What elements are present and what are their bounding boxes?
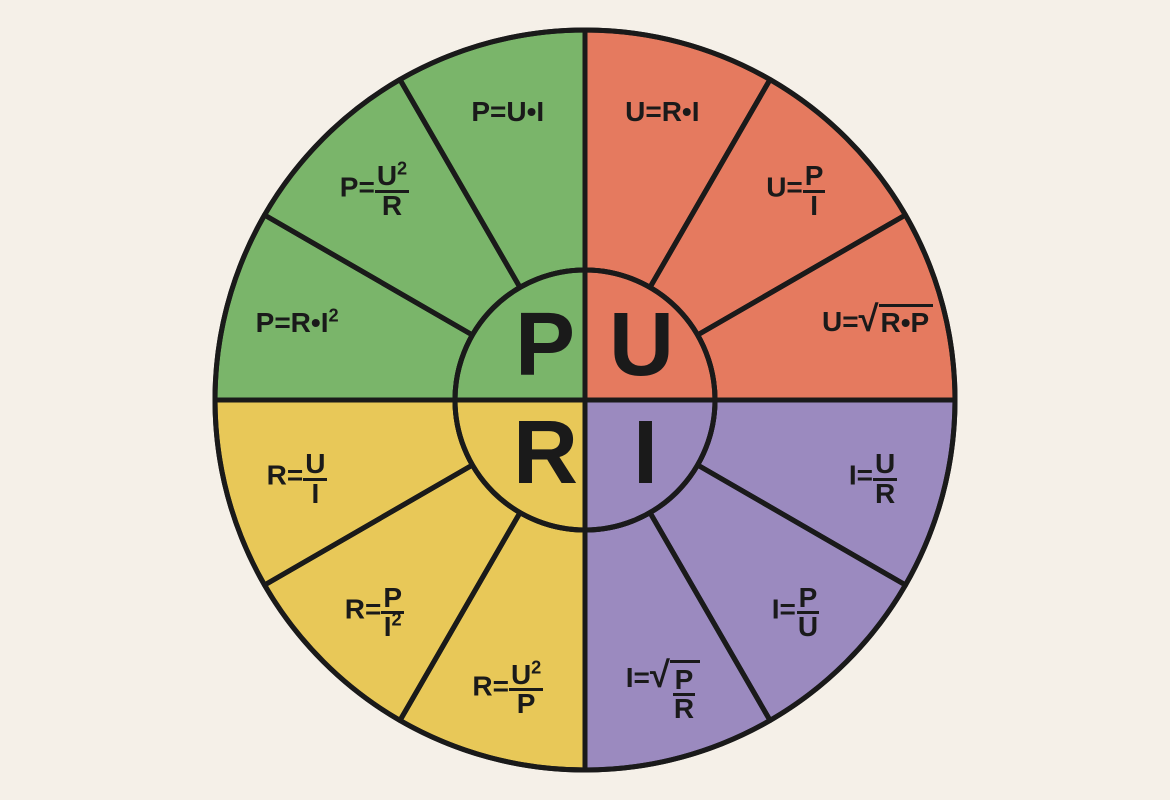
formula-P-1: P=U2R bbox=[340, 161, 409, 217]
formula-P-0: P=R•I2 bbox=[256, 307, 339, 339]
formula-U-0: U=R•I bbox=[625, 96, 699, 128]
center-letter-U: U bbox=[609, 300, 674, 390]
center-letter-I: I bbox=[633, 408, 658, 498]
center-letter-P: P bbox=[515, 300, 575, 390]
formula-R-2: R=U2P bbox=[472, 660, 543, 716]
formula-I-0: I=UR bbox=[849, 449, 897, 505]
formula-R-0: R=UI bbox=[267, 449, 328, 505]
wheel-svg bbox=[205, 20, 965, 780]
ohms-law-wheel: P U R I P=R•I2 P=U2R P=U•I U=R•I U=PI U=√R•P R… bbox=[205, 20, 965, 780]
formula-I-2: I=√PR bbox=[626, 660, 700, 721]
formula-R-1: R=PI2 bbox=[345, 583, 404, 639]
formula-P-2: P=U•I bbox=[471, 96, 544, 128]
formula-I-1: I=PU bbox=[772, 583, 820, 639]
formula-U-1: U=PI bbox=[766, 161, 825, 217]
center-letter-R: R bbox=[513, 408, 578, 498]
formula-U-2: U=√R•P bbox=[822, 304, 933, 339]
